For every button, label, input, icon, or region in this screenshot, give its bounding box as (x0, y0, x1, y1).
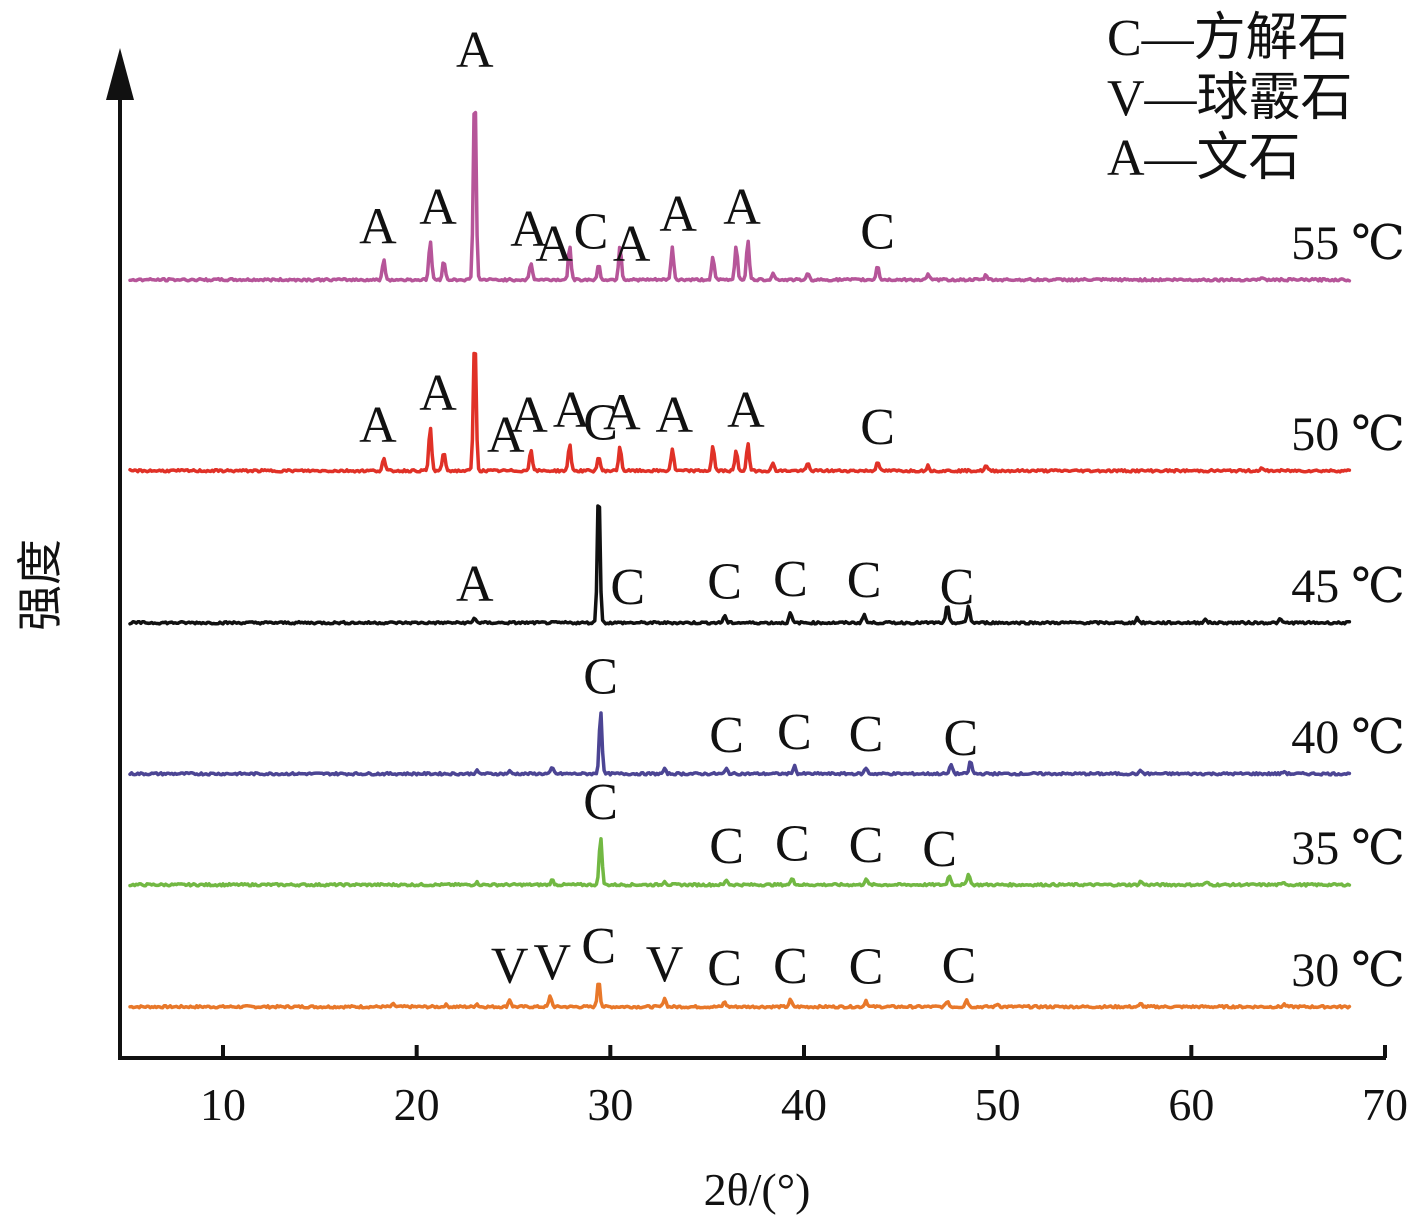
peak-label: C (942, 938, 977, 995)
peak-label: C (709, 818, 744, 875)
peak-label: C (574, 203, 609, 260)
peak-label: C (583, 394, 618, 451)
series-temperature-label: 30 ℃ (1291, 944, 1405, 997)
peak-label: A (510, 387, 548, 444)
x-tick-label: 70 (1362, 1079, 1408, 1130)
peak-label: C (583, 774, 618, 831)
x-axis-ticks: 10 20 30 40 50 60 70 (200, 1045, 1408, 1130)
series-line-35C (128, 837, 1352, 888)
legend-entry: C—方解石 (1107, 10, 1350, 67)
peak-label: C (709, 707, 744, 764)
peak-label: A (727, 382, 765, 439)
peak-label: A (535, 216, 573, 273)
peak-label: A (553, 382, 591, 439)
peak-label: C (775, 816, 810, 873)
series-line-55C (128, 110, 1352, 283)
peak-label: A (510, 201, 548, 258)
x-tick-label: 30 (587, 1079, 633, 1130)
y-axis-title: 强度 (15, 539, 66, 631)
x-tick-label: 10 (200, 1079, 246, 1130)
legend-entry: A—文石 (1107, 130, 1301, 187)
y-axis-arrow (106, 48, 134, 100)
peak-label: C (583, 648, 618, 705)
peak-label: C (707, 554, 742, 611)
peak-label: C (707, 940, 742, 997)
peak-label: A (359, 198, 397, 255)
peak-label: C (860, 203, 895, 260)
peak-label: C (849, 939, 884, 996)
series-temperature-label: 50 ℃ (1291, 408, 1405, 461)
series-temperature-label: 45 ℃ (1291, 560, 1405, 613)
peak-label: C (922, 821, 957, 878)
peak-label: C (847, 552, 882, 609)
peak-label: A (487, 407, 525, 464)
x-axis-title: 2θ/(°) (704, 1164, 811, 1215)
series-line-40C (128, 711, 1352, 777)
peak-label: A (456, 556, 494, 613)
peak-label: V (533, 934, 571, 991)
peak-label: C (773, 938, 808, 995)
peak-label: A (419, 365, 457, 422)
peak-label: C (849, 706, 884, 763)
peak-label: A (419, 179, 457, 236)
peak-label: V (646, 936, 684, 993)
x-tick-label: 40 (781, 1079, 827, 1130)
peak-label: C (773, 551, 808, 608)
peak-label: A (603, 385, 641, 442)
series-temperature-label: 40 ℃ (1291, 711, 1405, 764)
peak-label: C (860, 399, 895, 456)
peak-label: A (359, 397, 397, 454)
peak-label: V (491, 938, 529, 995)
peak-label: C (581, 918, 616, 975)
series-line-45C (128, 504, 1352, 626)
peak-label: A (659, 186, 697, 243)
peak-label: A (613, 216, 651, 273)
series-layer (128, 110, 1352, 1010)
peak-label: C (610, 559, 645, 616)
peak-label: A (655, 387, 693, 444)
temperature-label-layer: 30 ℃ 35 ℃ 40 ℃ 45 ℃ 50 ℃ 55 ℃ (1291, 217, 1405, 997)
x-tick-label: 50 (975, 1079, 1021, 1130)
peak-label: A (456, 22, 494, 79)
peak-label: A (723, 179, 761, 236)
x-tick-label: 20 (394, 1079, 440, 1130)
peak-label: C (944, 710, 979, 767)
peak-label: C (777, 704, 812, 761)
series-temperature-label: 35 ℃ (1291, 822, 1405, 875)
series-temperature-label: 55 ℃ (1291, 217, 1405, 270)
legend: C—方解石 V—球霰石 A—文石 (1107, 10, 1353, 187)
peak-label: C (940, 559, 975, 616)
peak-label: C (849, 817, 884, 874)
legend-entry: V—球霰石 (1107, 70, 1353, 127)
x-tick-label: 60 (1168, 1079, 1214, 1130)
series-line-30C (128, 982, 1352, 1010)
series-line-50C (128, 351, 1352, 474)
